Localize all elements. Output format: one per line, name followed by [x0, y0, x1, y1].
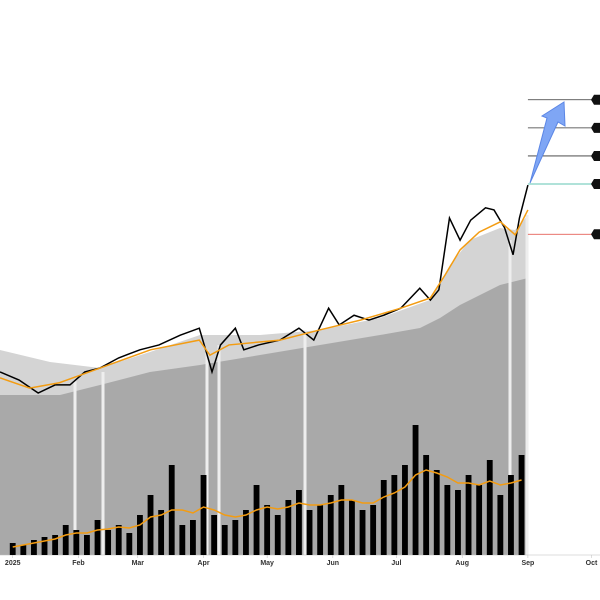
volume-bar	[232, 520, 239, 555]
volume-bar	[349, 500, 355, 555]
moving-average	[0, 209, 529, 389]
volume-bar	[412, 425, 419, 555]
x-tick-label: Apr	[198, 560, 210, 567]
volume-bar	[105, 530, 112, 555]
price-line	[0, 184, 529, 394]
x-tick-label: Oct	[586, 560, 598, 567]
volume-bar	[486, 460, 493, 555]
volume-bar	[221, 525, 228, 555]
volume-bar	[73, 530, 80, 555]
level-marker	[591, 94, 600, 105]
volume-bar	[243, 510, 249, 555]
volume-bar	[84, 535, 90, 555]
volume-bar	[41, 537, 48, 555]
x-tick-label: Jun	[327, 560, 339, 567]
volume-bar	[62, 525, 69, 555]
volume-bar	[31, 540, 37, 555]
x-tick-label: Mar	[132, 560, 145, 567]
level-marker	[591, 229, 600, 240]
volume-bar	[253, 485, 260, 555]
level-marker	[591, 179, 600, 190]
volume-bar	[147, 495, 154, 555]
volume-bar	[476, 485, 483, 555]
volume-bar	[20, 545, 27, 555]
x-tick-label: Sep	[521, 560, 534, 567]
x-tick-label: 2025	[5, 560, 21, 567]
volume-bar	[327, 495, 334, 555]
level-marker	[591, 122, 600, 133]
volume-bar	[200, 475, 207, 555]
x-tick-label: Aug	[455, 560, 469, 567]
x-tick-label: Jul	[391, 560, 401, 567]
volume-bar	[285, 500, 292, 555]
volume-bar	[497, 495, 504, 555]
volume-bar	[518, 455, 525, 555]
volume-bar	[380, 480, 387, 555]
volume-bar	[115, 525, 122, 555]
forecast-arrow	[529, 101, 566, 184]
volume-bar	[190, 520, 196, 555]
volume-bar	[317, 505, 324, 555]
volume-bar	[508, 475, 514, 555]
volume-bar	[52, 535, 59, 555]
volume-bar	[402, 465, 408, 555]
volume-bar	[179, 525, 186, 555]
highlight-lines	[73, 215, 529, 555]
volume-bar	[137, 515, 143, 555]
volume-bar	[274, 515, 281, 555]
volume-bar	[444, 485, 451, 555]
volume-bar	[455, 490, 461, 555]
x-tick-label: May	[260, 560, 274, 567]
volume-bar	[465, 475, 472, 555]
volume-bar	[359, 510, 366, 555]
volume-bar	[264, 505, 271, 555]
volume-bar	[296, 490, 302, 555]
volume-bar	[9, 543, 16, 555]
volume-bar	[433, 470, 440, 555]
volume-average	[12, 469, 522, 548]
volume-bar	[423, 455, 430, 555]
volume-bar	[211, 515, 218, 555]
volume-bar	[126, 533, 133, 555]
volume-bar	[370, 505, 377, 555]
volume-bar	[338, 485, 345, 555]
volume-bar	[158, 510, 165, 555]
volume-bar	[306, 510, 313, 555]
level-marker	[591, 150, 600, 161]
x-tick-label: Feb	[72, 560, 84, 567]
volume-bar	[94, 520, 101, 555]
volume-bar	[391, 475, 398, 555]
